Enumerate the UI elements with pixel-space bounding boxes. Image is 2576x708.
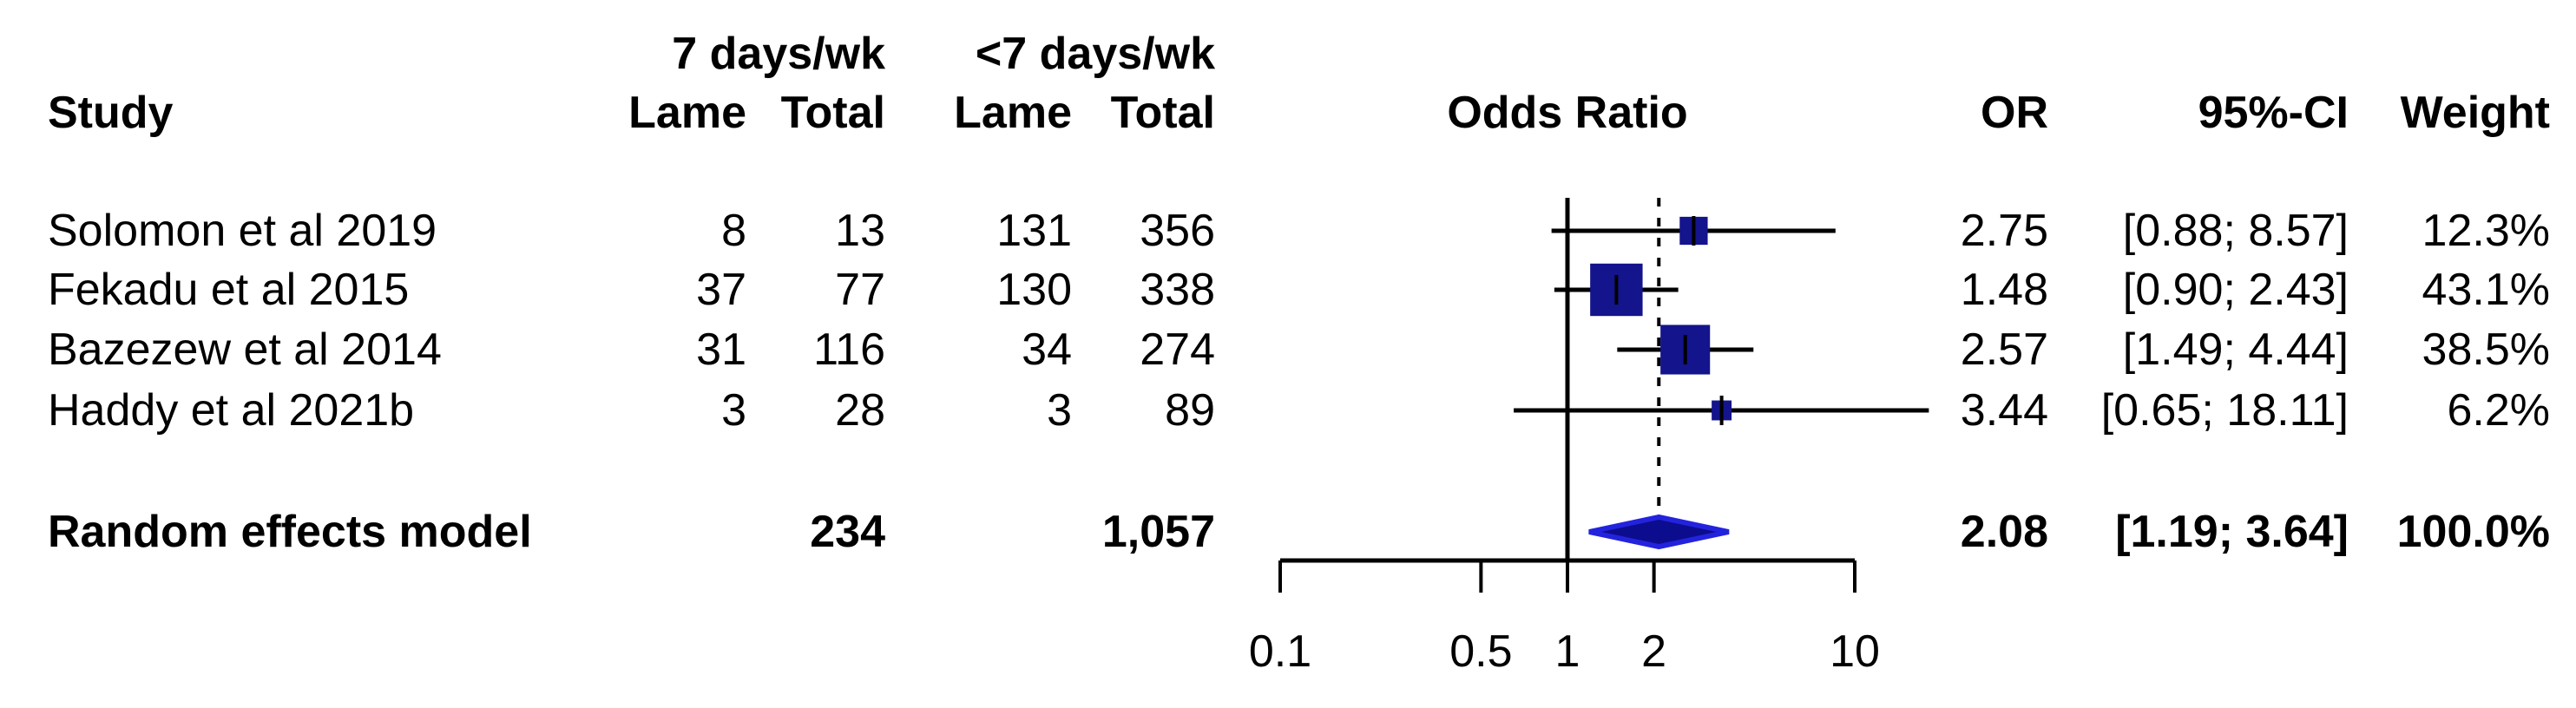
total1-column-header: Total — [780, 88, 885, 138]
summary-label: Random effects model — [48, 507, 532, 557]
axis-tick-label: 10 — [1830, 626, 1880, 677]
axis-tick-label: 0.5 — [1449, 626, 1512, 677]
axis-tick-label: 1 — [1555, 626, 1580, 677]
or-value: 2.75 — [1960, 206, 2048, 256]
lame-7-value: 31 — [696, 324, 746, 375]
summary-diamond — [1588, 514, 1730, 550]
study-name: Haddy et al 2021b — [48, 385, 415, 436]
odds-ratio-header: Odds Ratio — [1447, 88, 1688, 138]
total-lt7-value: 356 — [1140, 206, 1215, 256]
lame-7-value: 37 — [696, 265, 746, 315]
ci-value: [1.49; 4.44] — [2122, 324, 2349, 375]
ci-value: [0.65; 18.11] — [2100, 385, 2349, 436]
or-value: 3.44 — [1960, 385, 2048, 436]
summary-total-7: 234 — [810, 507, 885, 557]
summary-total-lt7: 1,057 — [1101, 507, 1215, 557]
total-lt7-value: 89 — [1165, 385, 1215, 436]
total-lt7-value: 338 — [1140, 265, 1215, 315]
lame-7-value: 8 — [721, 206, 746, 256]
summary-weight: 100.0% — [2396, 507, 2550, 557]
ci-value: [0.88; 8.57] — [2122, 206, 2349, 256]
weight-value: 12.3% — [2422, 206, 2550, 256]
summary-or: 2.08 — [1960, 507, 2048, 557]
study-column-header: Study — [48, 88, 174, 138]
lame-7-value: 3 — [721, 385, 746, 436]
group2-header: <7 days/wk — [975, 29, 1215, 79]
axis-tick-label: 2 — [1641, 626, 1666, 677]
or-value: 1.48 — [1960, 265, 2048, 315]
lame1-column-header: Lame — [628, 88, 746, 138]
total-7-value: 28 — [835, 385, 885, 436]
ci-value: [0.90; 2.43] — [2122, 265, 2349, 315]
weight-column-header: Weight — [2400, 88, 2550, 138]
ci-column-header: 95%-CI — [2198, 88, 2349, 138]
total-7-value: 13 — [835, 206, 885, 256]
lame2-column-header: Lame — [954, 88, 1072, 138]
summary-ci: [1.19; 3.64] — [2115, 507, 2349, 557]
study-name: Fekadu et al 2015 — [48, 265, 410, 315]
lame-lt7-value: 130 — [996, 265, 1072, 315]
total2-column-header: Total — [1110, 88, 1215, 138]
total-7-value: 116 — [813, 324, 885, 375]
or-column-header: OR — [1981, 88, 2048, 138]
axis-tick-label: 0.1 — [1249, 626, 1311, 677]
or-value: 2.57 — [1960, 324, 2048, 375]
total-7-value: 77 — [835, 265, 885, 315]
lame-lt7-value: 34 — [1022, 324, 1072, 375]
weight-value: 6.2% — [2447, 385, 2550, 436]
lame-lt7-value: 3 — [1047, 385, 1072, 436]
study-name: Solomon et al 2019 — [48, 206, 437, 256]
total-lt7-value: 274 — [1140, 324, 1215, 375]
lame-lt7-value: 131 — [996, 206, 1072, 256]
weight-value: 43.1% — [2422, 265, 2550, 315]
study-name: Bazezew et al 2014 — [48, 324, 442, 375]
group1-header: 7 days/wk — [672, 29, 885, 79]
weight-value: 38.5% — [2422, 324, 2550, 375]
